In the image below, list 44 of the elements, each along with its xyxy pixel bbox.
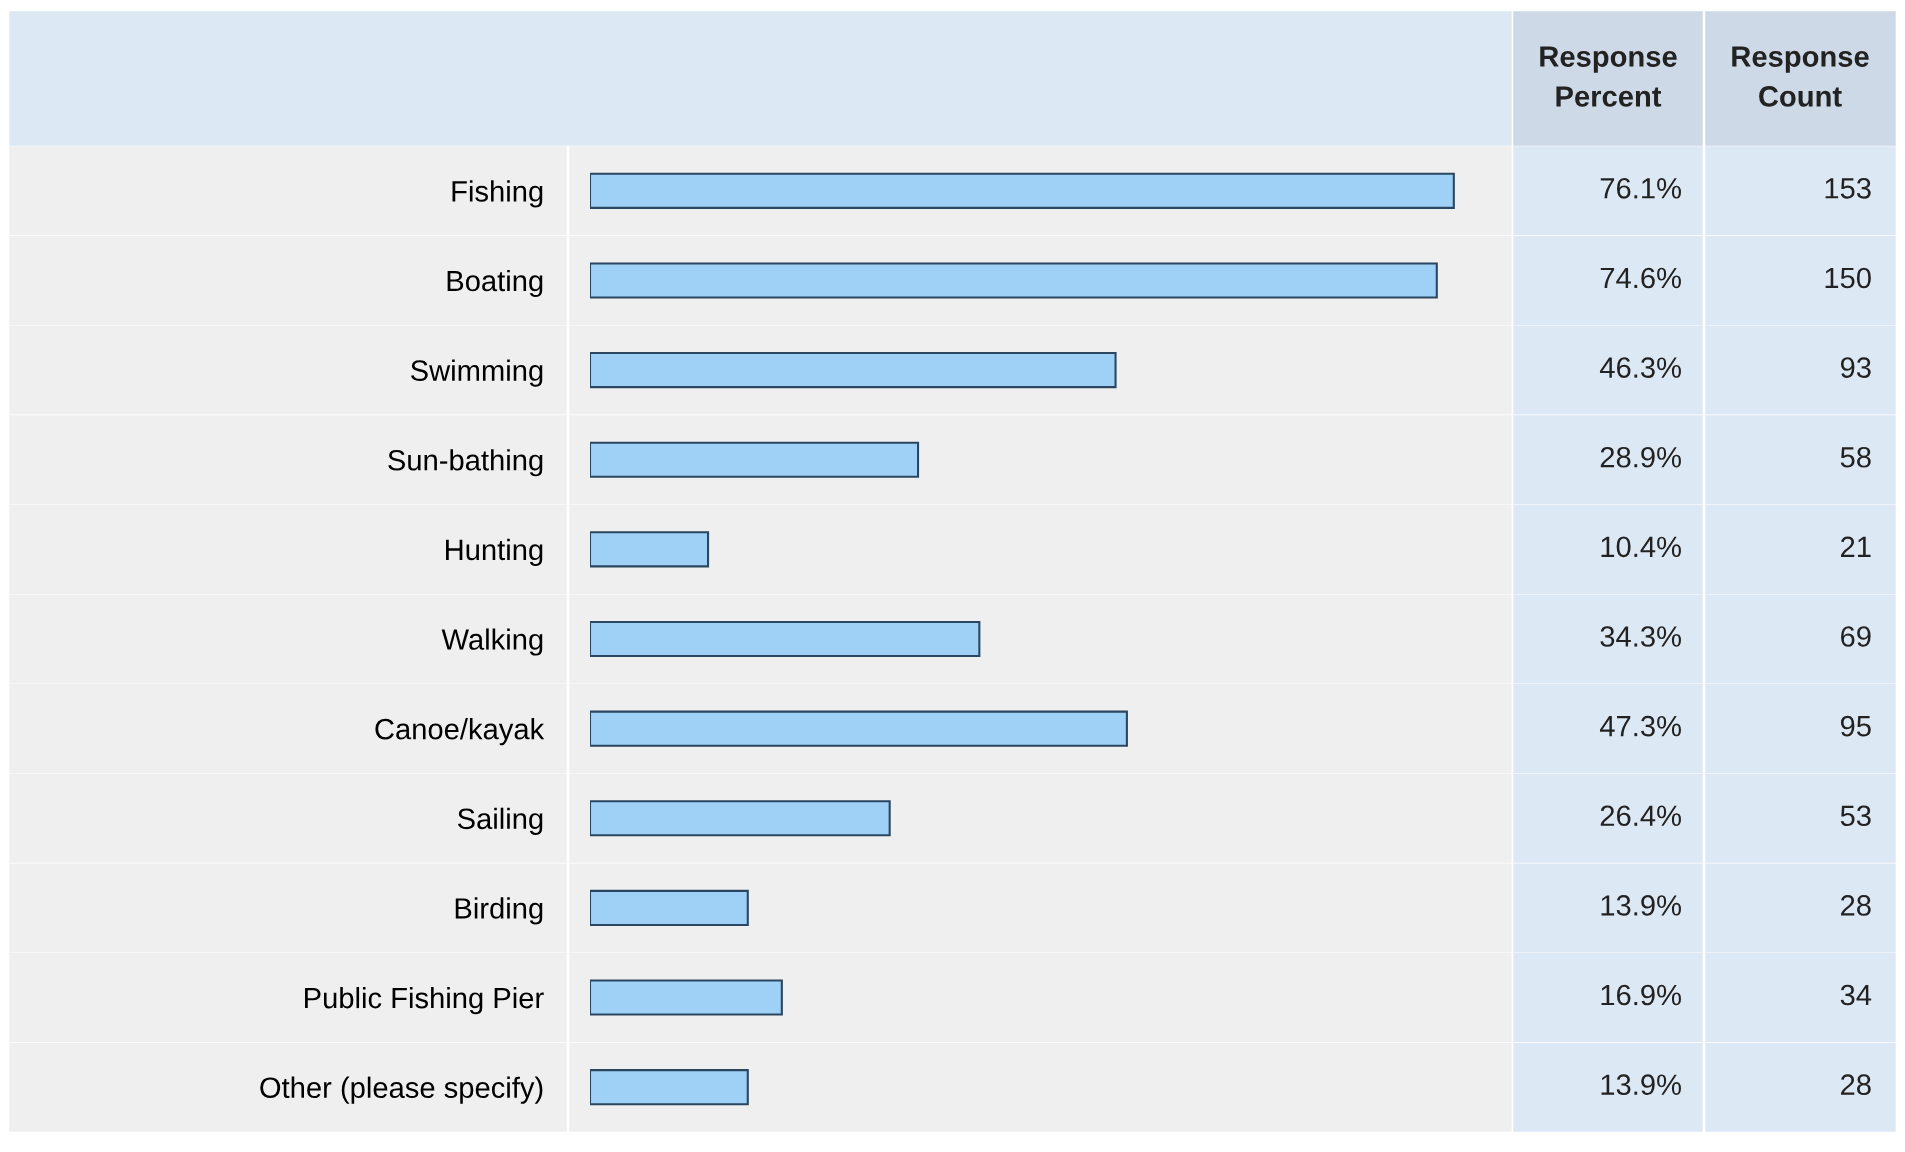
text: 21: [1841, 536, 1871, 557]
data-label: 47.3%: [1599, 715, 1681, 737]
bar: [590, 620, 981, 658]
bar: [590, 979, 783, 1016]
text: Response Count: [1732, 46, 1869, 107]
data-label: 13.9%: [1601, 895, 1681, 916]
text: 58: [1840, 446, 1871, 468]
data-label: 10.4%: [1601, 536, 1681, 558]
bar: [590, 800, 891, 837]
y-tick-label: Fishing: [452, 180, 543, 208]
data-label: 28.9%: [1600, 446, 1681, 468]
y-tick-label: Canoe/kayak: [375, 718, 545, 746]
bar: [590, 352, 1117, 389]
data-label: 46.3%: [1599, 357, 1681, 378]
y-tick-label: Boating: [447, 269, 543, 298]
data-label: 13.9%: [1601, 1074, 1681, 1096]
text: Response Percent: [1540, 46, 1677, 107]
text: 150: [1825, 267, 1871, 289]
bar: [590, 531, 710, 568]
y-tick-label: Hunting: [446, 538, 543, 566]
text: 153: [1825, 177, 1871, 199]
data-label: 74.6%: [1600, 267, 1681, 289]
y-tick-label: Sailing: [457, 807, 543, 835]
bar: [590, 889, 749, 926]
y-tick-label: Walking: [441, 628, 543, 656]
y-tick-label: Public Fishing Pier: [305, 986, 544, 1015]
y-tick-label: Swimming: [410, 359, 543, 387]
bar: [590, 1069, 749, 1106]
data-label: 16.9%: [1601, 984, 1681, 1006]
data-label: 34.3%: [1600, 626, 1681, 647]
text: 69: [1841, 626, 1871, 647]
text: 28: [1841, 1074, 1871, 1096]
text: 28: [1841, 895, 1871, 916]
y-tick-label: Birding: [455, 897, 543, 925]
y-tick-label: Other (please specify): [260, 1076, 543, 1104]
y-tick-label: Sun-bathing: [388, 449, 543, 477]
data-label: 26.4%: [1600, 805, 1681, 827]
text: 53: [1840, 805, 1871, 827]
text: 95: [1840, 715, 1871, 737]
text: 93: [1840, 357, 1871, 378]
text: 34: [1840, 984, 1872, 1006]
data-label: 76.1%: [1600, 177, 1681, 199]
bar: [590, 710, 1128, 747]
bar: [590, 441, 920, 478]
